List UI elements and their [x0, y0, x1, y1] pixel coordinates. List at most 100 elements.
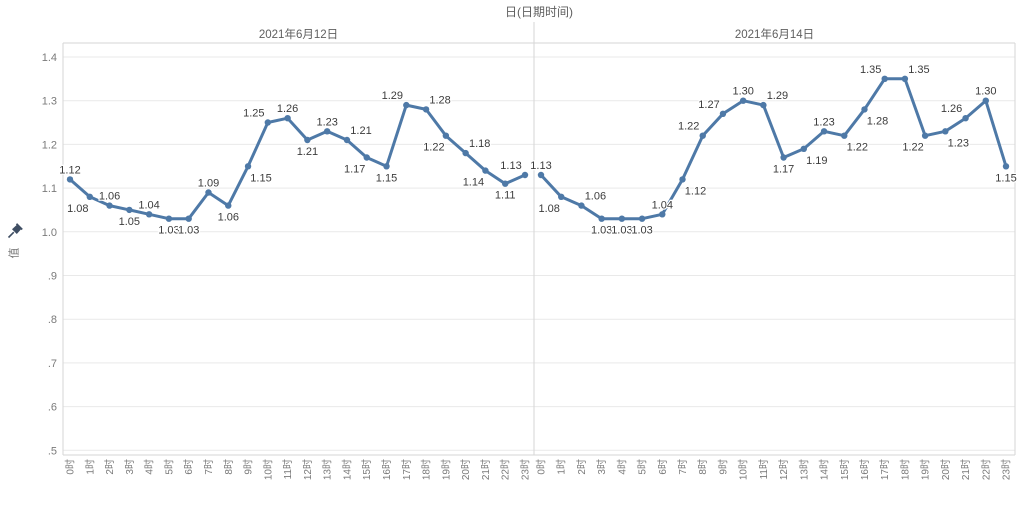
- data-point-label: 1.03: [591, 225, 612, 237]
- x-tick-label: 3时: [124, 459, 136, 475]
- x-tick-label: 6时: [183, 459, 195, 475]
- x-tick-label: 7时: [677, 459, 689, 475]
- data-point-label: 1.28: [867, 115, 888, 127]
- data-point[interactable]: [205, 189, 212, 196]
- data-point-label: 1.12: [59, 164, 80, 176]
- data-point-label: 1.03: [611, 225, 632, 237]
- y-tick-label: 1.1: [42, 183, 57, 195]
- data-point-label: 1.22: [678, 121, 699, 133]
- data-point[interactable]: [719, 110, 727, 118]
- data-point[interactable]: [403, 101, 410, 109]
- data-point-label: 1.12: [685, 185, 706, 197]
- data-point[interactable]: [841, 132, 848, 139]
- data-point-label: 1.17: [344, 164, 365, 176]
- data-point[interactable]: [901, 75, 909, 83]
- x-tick-label: 19时: [440, 459, 452, 480]
- data-point[interactable]: [618, 215, 626, 222]
- data-point[interactable]: [820, 128, 828, 135]
- data-point[interactable]: [558, 193, 565, 200]
- data-point[interactable]: [343, 136, 351, 144]
- data-point[interactable]: [739, 97, 747, 104]
- data-point[interactable]: [537, 171, 545, 179]
- data-point[interactable]: [502, 180, 509, 187]
- data-point-label: 1.04: [652, 199, 673, 211]
- data-point[interactable]: [638, 215, 646, 222]
- data-point-label: 1.15: [250, 172, 271, 184]
- data-point-label: 1.22: [423, 142, 444, 154]
- data-point-label: 1.19: [806, 155, 827, 167]
- data-point[interactable]: [982, 97, 989, 104]
- panel-header-june12: 2021年6月12日: [258, 29, 339, 41]
- data-point[interactable]: [422, 106, 430, 113]
- data-point[interactable]: [264, 119, 272, 126]
- x-tick-label: 10时: [262, 459, 274, 480]
- data-point[interactable]: [442, 132, 450, 139]
- x-tick-label: 23时: [520, 459, 532, 480]
- data-point[interactable]: [699, 132, 706, 139]
- data-point-label: 1.06: [99, 191, 120, 203]
- data-point-label: 1.17: [773, 164, 794, 176]
- data-point[interactable]: [679, 176, 686, 183]
- data-point-label: 1.14: [463, 177, 484, 189]
- data-point[interactable]: [304, 136, 311, 144]
- data-point[interactable]: [462, 149, 469, 157]
- pin-icon[interactable]: [7, 223, 23, 239]
- data-point[interactable]: [578, 202, 585, 209]
- data-point[interactable]: [962, 115, 969, 122]
- data-point[interactable]: [383, 163, 390, 170]
- x-tick-label: 23时: [1001, 459, 1013, 480]
- x-tick-label: 9时: [243, 459, 255, 475]
- data-point[interactable]: [942, 128, 949, 135]
- data-point[interactable]: [760, 101, 767, 109]
- data-point-label: 1.22: [902, 142, 923, 154]
- x-tick-label: 2时: [104, 459, 116, 475]
- data-point[interactable]: [86, 193, 93, 200]
- x-tick-label: 20时: [460, 459, 472, 480]
- data-point[interactable]: [145, 211, 153, 218]
- x-tick-label: 18时: [421, 459, 433, 480]
- x-tick-label: 15时: [361, 459, 373, 480]
- data-point-label: 1.23: [316, 116, 337, 128]
- data-point[interactable]: [921, 132, 929, 139]
- data-point[interactable]: [598, 215, 605, 222]
- data-point[interactable]: [482, 167, 489, 174]
- data-point[interactable]: [521, 171, 529, 179]
- y-axis-title: 值: [8, 247, 21, 259]
- data-point[interactable]: [861, 106, 868, 113]
- data-point[interactable]: [323, 128, 331, 135]
- x-tick-label: 21时: [960, 459, 972, 480]
- data-point[interactable]: [800, 145, 808, 152]
- data-point-label: 1.22: [847, 142, 868, 154]
- x-tick-label: 11时: [282, 459, 294, 479]
- y-tick-label: .6: [48, 402, 57, 414]
- data-point-label: 1.13: [500, 160, 521, 172]
- x-tick-label: 17时: [879, 459, 891, 480]
- data-point-label: 1.06: [585, 191, 606, 203]
- data-point[interactable]: [780, 154, 787, 161]
- data-point[interactable]: [284, 115, 291, 122]
- data-point-label: 1.30: [975, 86, 996, 98]
- data-point[interactable]: [244, 163, 252, 170]
- x-tick-label: 22时: [500, 459, 512, 480]
- series-line: [68, 103, 527, 221]
- y-tick-label: .9: [48, 271, 57, 283]
- x-tick-label: 1时: [556, 459, 568, 475]
- data-point[interactable]: [363, 154, 370, 161]
- x-tick-label: 4时: [616, 459, 628, 475]
- x-tick-label: 22时: [980, 459, 992, 480]
- data-point[interactable]: [225, 202, 232, 209]
- x-tick-label: 6时: [657, 459, 669, 475]
- data-point-label: 1.26: [941, 103, 962, 115]
- data-point[interactable]: [1002, 163, 1010, 170]
- data-point[interactable]: [66, 176, 74, 183]
- data-point[interactable]: [126, 206, 133, 214]
- y-tick-label: 1.3: [42, 96, 57, 108]
- data-point[interactable]: [185, 215, 192, 222]
- data-point-label: 1.21: [297, 146, 318, 158]
- data-point[interactable]: [659, 211, 666, 218]
- data-point[interactable]: [106, 202, 113, 209]
- data-point[interactable]: [165, 215, 173, 222]
- data-point[interactable]: [881, 75, 888, 83]
